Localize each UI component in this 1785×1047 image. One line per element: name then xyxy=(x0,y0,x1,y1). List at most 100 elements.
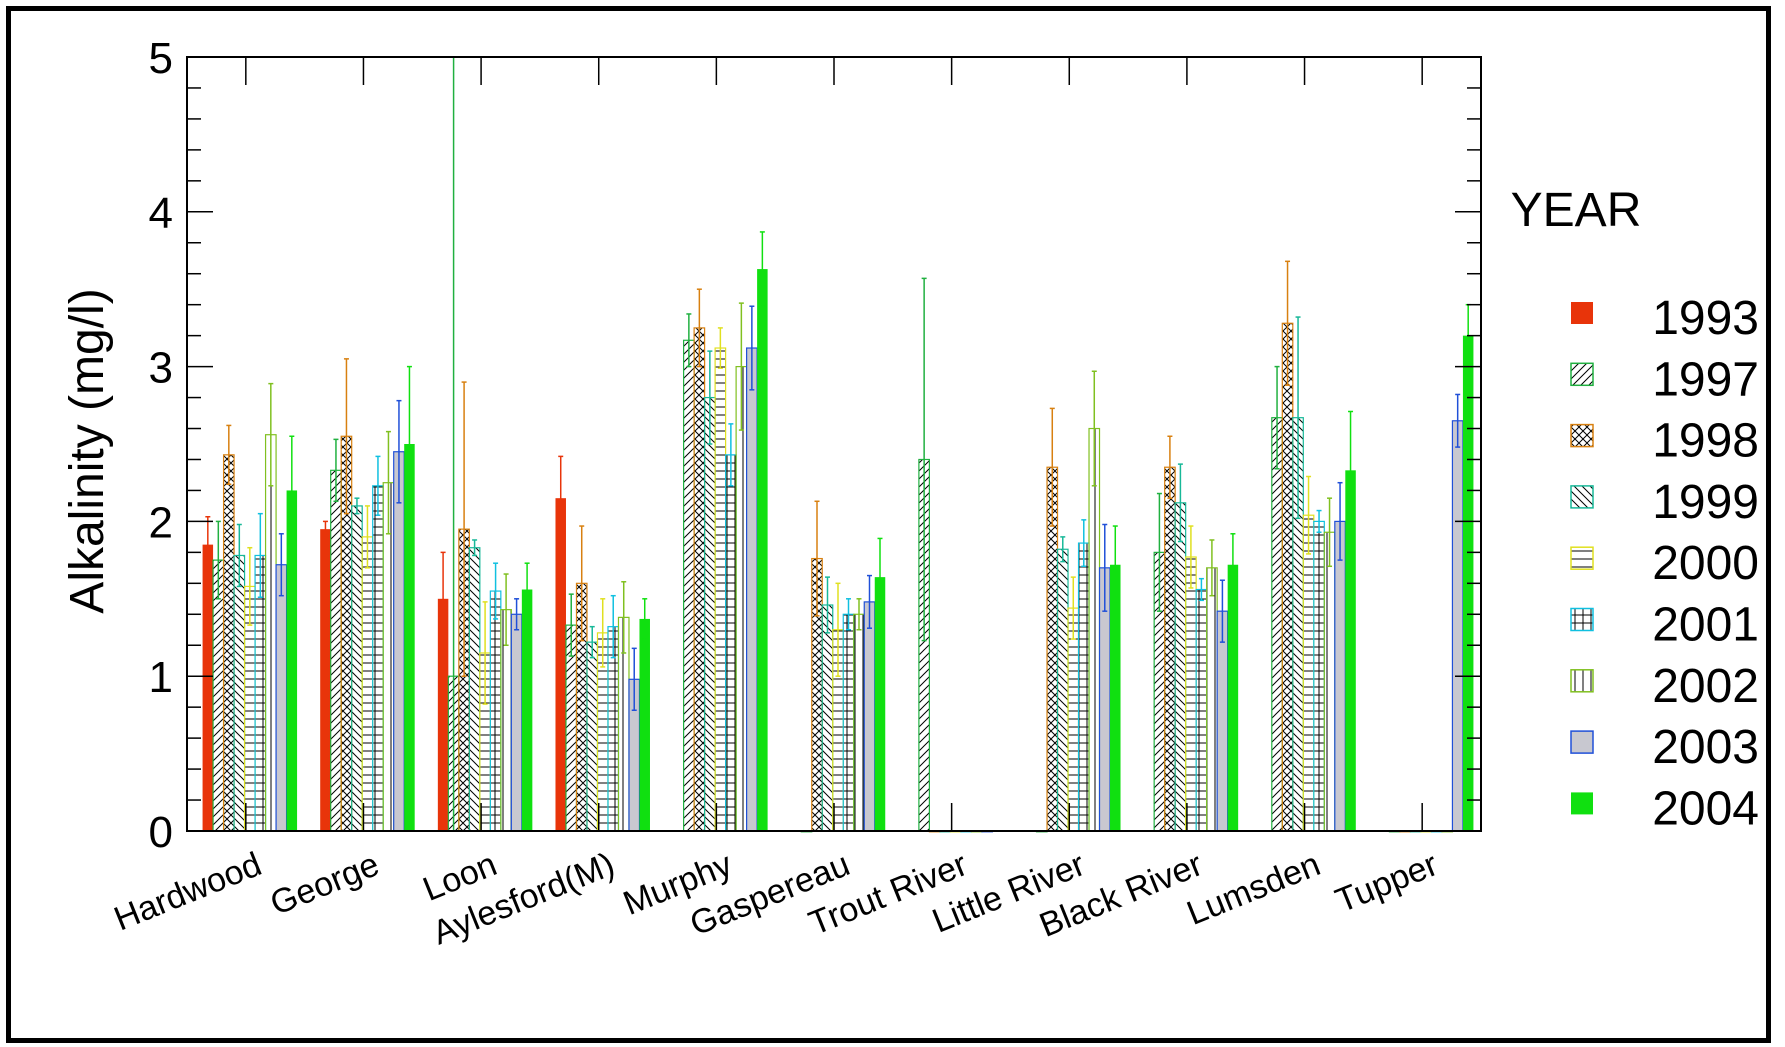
error-bar-1999-george xyxy=(354,497,360,515)
bar-2002-gaspereau xyxy=(853,613,865,832)
bar-1998-hardwood xyxy=(222,454,235,832)
error-bar-1998-murphy xyxy=(696,288,702,368)
x-tick-label: Hardwood xyxy=(109,845,267,938)
error-bar-2004-little-river xyxy=(1112,525,1118,605)
bar-2001-lumsden xyxy=(1313,520,1325,832)
legend: YEAR 1993 1997 1998 1999 2000 2001 2002 2003 200… xyxy=(1511,184,1759,835)
error-bar-2004-aylesford-m- xyxy=(642,598,648,640)
error-bar-1999-little-river xyxy=(1060,536,1066,563)
error-bar-2002-little-river xyxy=(1091,370,1097,487)
error-bar-1998-loon xyxy=(461,381,467,677)
error-bar-2003-hardwood xyxy=(278,533,284,597)
error-bar-1998-hardwood xyxy=(226,424,232,485)
legend-label: 2004 xyxy=(1652,782,1759,835)
legend-label: 2003 xyxy=(1652,721,1759,774)
error-bar-2002-murphy xyxy=(738,302,744,431)
bar-1999-hardwood xyxy=(233,554,246,832)
error-bar-2001-black-river xyxy=(1198,577,1204,602)
bar-2002-george xyxy=(382,482,395,832)
error-bar-2002-george xyxy=(385,430,391,535)
error-bar-1997-trout-river xyxy=(921,277,927,642)
bar-2003-loon xyxy=(510,613,523,832)
bar-1999-murphy xyxy=(704,396,716,832)
bar-2004-lumsden xyxy=(1345,470,1356,831)
error-bar-1999-black-river xyxy=(1177,463,1183,543)
error-bar-1998-lumsden xyxy=(1285,260,1291,386)
bar-1998-lumsden xyxy=(1281,322,1294,832)
error-bar-2002-loon xyxy=(503,573,509,646)
error-bar-2001-aylesford-m- xyxy=(610,594,616,659)
error-bar-1993-aylesford-m- xyxy=(558,455,564,541)
bar-1993-hardwood xyxy=(202,544,214,831)
error-bar-2001-lumsden xyxy=(1316,509,1322,533)
x-tick-label: Tupper xyxy=(1330,845,1443,920)
error-bar-1999-hardwood xyxy=(236,523,242,588)
legend-item-2003: 2003 xyxy=(1570,721,1759,774)
bar-2004-gaspereau xyxy=(874,577,886,831)
legend-item-1999: 1999 xyxy=(1570,476,1759,529)
bar-2001-george xyxy=(372,485,384,832)
chart-frame: 0 1 2 3 4 5 Hardwood George Loon Aylesford(M) Murp… xyxy=(6,6,1771,1043)
bar-2003-tupper xyxy=(1451,420,1464,832)
legend-swatch xyxy=(1570,669,1594,693)
bar-2002-murphy xyxy=(735,366,748,832)
bar-1997-george xyxy=(330,469,342,832)
bar-2003-murphy xyxy=(746,347,758,832)
error-bar-1999-murphy xyxy=(707,350,713,445)
error-bar-2001-murphy xyxy=(728,423,734,487)
legend-item-2000: 2000 xyxy=(1570,537,1759,590)
x-tick-label: Lumsden xyxy=(1182,845,1326,933)
bars-layer xyxy=(202,56,1474,833)
error-bar-2002-hardwood xyxy=(268,382,274,487)
bar-1993-george xyxy=(320,529,331,831)
bar-2001-gaspereau xyxy=(842,613,855,832)
error-bar-1999-gaspereau xyxy=(825,576,830,634)
bar-2004-murphy xyxy=(757,269,768,832)
bar-1999-little-river xyxy=(1056,548,1069,832)
error-bar-2003-lumsden xyxy=(1337,481,1343,561)
legend-label: 1998 xyxy=(1652,415,1759,468)
error-bar-2004-murphy xyxy=(759,231,765,307)
error-bar-2000-george xyxy=(364,505,370,569)
error-bar-2000-hardwood xyxy=(247,546,253,626)
error-bar-1993-loon xyxy=(440,551,446,646)
error-bar-2001-gaspereau xyxy=(846,598,851,631)
error-bar-2001-loon xyxy=(493,562,499,620)
legend-item-2002: 2002 xyxy=(1570,660,1759,713)
error-bar-1998-george xyxy=(343,358,349,515)
error-bar-2000-lumsden xyxy=(1306,475,1312,555)
error-bar-1993-hardwood xyxy=(205,516,211,574)
bar-1999-loon xyxy=(468,547,481,832)
bar-1998-black-river xyxy=(1164,466,1176,832)
legend-label: 1997 xyxy=(1652,353,1759,406)
bar-2003-black-river xyxy=(1216,610,1229,832)
error-bar-1997-george xyxy=(333,438,339,503)
bar-2003-hardwood xyxy=(275,564,288,832)
error-bar-2003-little-river xyxy=(1102,523,1108,612)
bar-2004-black-river xyxy=(1227,564,1239,831)
bar-1997-murphy xyxy=(683,339,695,832)
legend-item-1997: 1997 xyxy=(1570,353,1759,406)
bar-2002-hardwood xyxy=(264,434,277,832)
bar-2001-little-river xyxy=(1077,542,1090,832)
legend-swatch xyxy=(1570,423,1594,448)
error-bar-1998-little-river xyxy=(1049,407,1055,527)
error-bar-2003-george xyxy=(396,399,402,504)
error-bar-1998-black-river xyxy=(1167,435,1173,499)
error-bar-2003-loon xyxy=(514,598,520,631)
bar-2004-aylesford-m- xyxy=(639,618,650,831)
bar-2000-little-river xyxy=(1067,607,1080,832)
error-bar-2004-gaspereau xyxy=(877,537,883,617)
legend-swatch xyxy=(1571,792,1593,815)
legend-title: YEAR xyxy=(1511,184,1642,237)
axes-layer xyxy=(186,56,1482,832)
error-bar-2003-aylesford-m- xyxy=(631,647,637,712)
y-tick-label: 5 xyxy=(149,34,173,83)
bar-2000-murphy xyxy=(714,347,727,832)
error-bar-2004-black-river xyxy=(1230,533,1236,597)
bar-2000-black-river xyxy=(1185,556,1197,832)
error-bar-2004-loon xyxy=(524,562,530,617)
legend-item-1993: 1993 xyxy=(1571,292,1759,345)
